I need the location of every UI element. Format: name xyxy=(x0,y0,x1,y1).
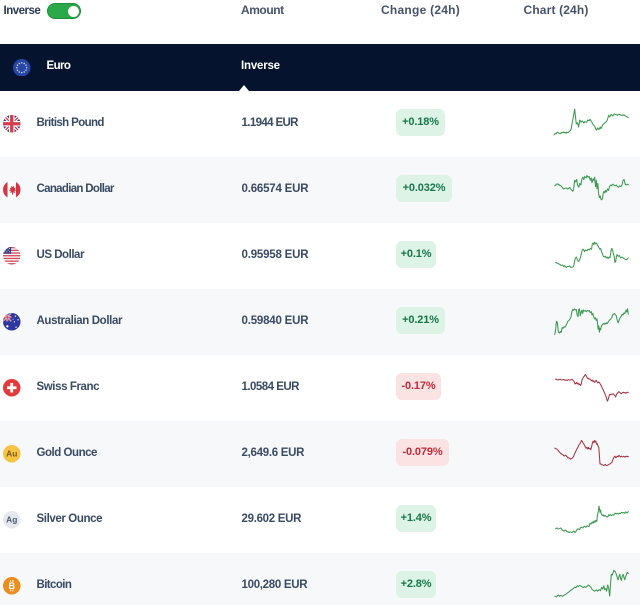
svg-text:B: B xyxy=(8,581,15,591)
svg-text:Au: Au xyxy=(6,449,17,459)
svg-text:Ag: Ag xyxy=(6,515,17,525)
